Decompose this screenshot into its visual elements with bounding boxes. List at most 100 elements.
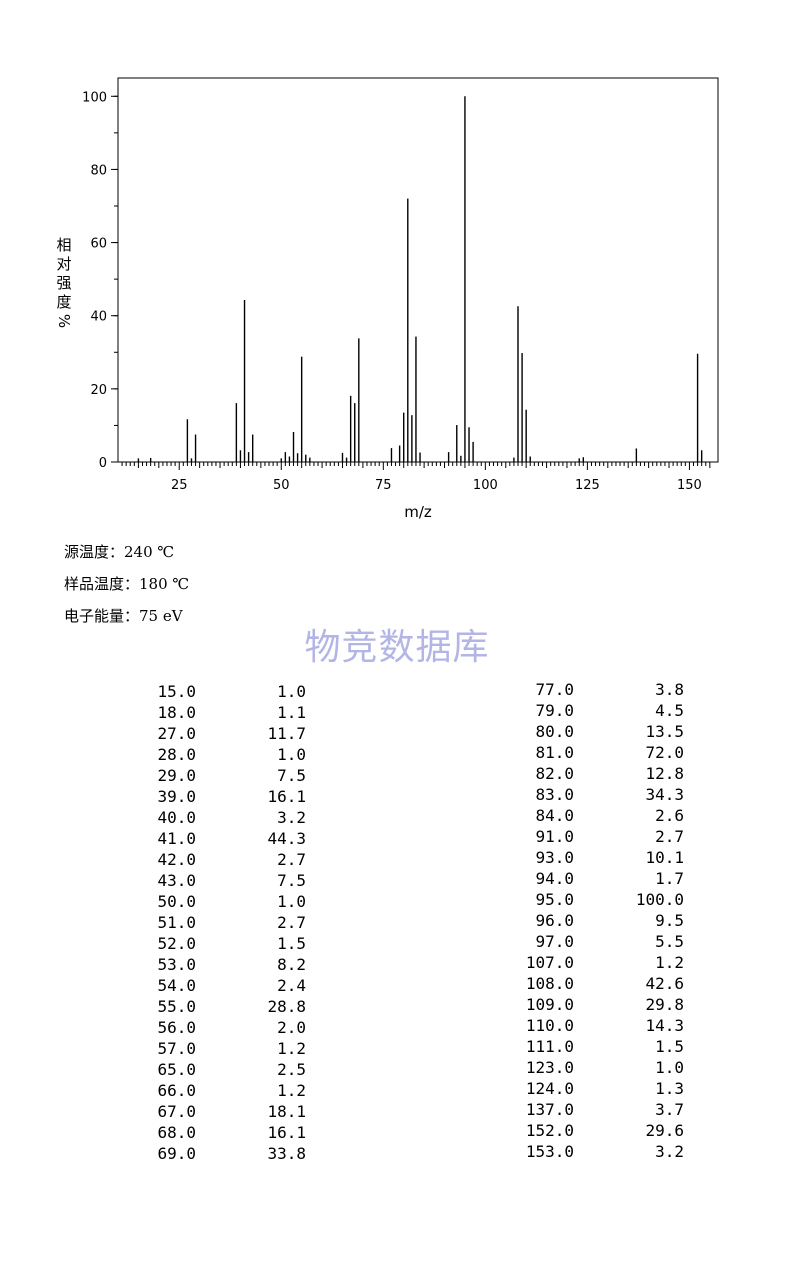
peak-mz: 95.0 [535, 890, 574, 909]
peak-intensity: 1.1 [277, 703, 306, 722]
peak-mz: 27.0 [157, 724, 196, 743]
peak-mz: 109.0 [525, 995, 574, 1014]
peak-intensity: 2.7 [655, 827, 684, 846]
peak-intensity: 2.7 [277, 913, 306, 932]
y-axis: 0 20 40 60 80 100 [82, 90, 118, 471]
peak-mz: 54.0 [157, 976, 196, 995]
peak-intensity: 3.2 [277, 808, 306, 827]
peak-mz: 91.0 [535, 827, 574, 846]
peak-intensity: 16.1 [267, 787, 306, 806]
peak-row: 29.0 7.5 [114, 765, 306, 786]
peak-row: 82.0 12.8 [492, 763, 684, 784]
peak-row: 50.0 1.0 [114, 891, 306, 912]
peak-row: 41.0 44.3 [114, 828, 306, 849]
peak-mz: 137.0 [525, 1100, 574, 1119]
peak-mz: 96.0 [535, 911, 574, 930]
peak-row: 109.0 29.8 [492, 994, 684, 1015]
peak-intensity: 42.6 [645, 974, 684, 993]
y-axis-label-char: 对 [56, 255, 71, 273]
peak-intensity: 5.5 [655, 932, 684, 951]
peak-row: 65.0 2.5 [114, 1059, 306, 1080]
x-axis-label: m/z [404, 503, 432, 521]
peak-mz: 28.0 [157, 745, 196, 764]
peak-row: 55.0 28.8 [114, 996, 306, 1017]
y-axis-label-char: % [55, 314, 73, 328]
peak-intensity: 29.8 [645, 995, 684, 1014]
peak-mz: 41.0 [157, 829, 196, 848]
peak-mz: 93.0 [535, 848, 574, 867]
electron-energy: 电子能量：75 eV [64, 607, 183, 625]
x-axis: 25 50 75 100 125 150 [121, 462, 711, 493]
peak-row: 57.0 1.2 [114, 1038, 306, 1059]
peak-mz: 52.0 [157, 934, 196, 953]
peak-row: 124.0 1.3 [492, 1078, 684, 1099]
peak-intensity: 1.2 [277, 1081, 306, 1100]
peak-mz: 153.0 [525, 1142, 574, 1161]
peak-row: 15.0 1.0 [114, 681, 306, 702]
peak-intensity: 9.5 [655, 911, 684, 930]
peak-table-right: 77.0 3.8 79.0 4.5 80.0 13.5 81.0 72.0 82.0 12.8 83… [492, 679, 684, 1162]
peak-intensity: 2.4 [277, 976, 306, 995]
peak-mz: 67.0 [157, 1102, 196, 1121]
peak-intensity: 72.0 [645, 743, 684, 762]
peak-row: 97.0 5.5 [492, 931, 684, 952]
peak-mz: 81.0 [535, 743, 574, 762]
peak-intensity: 1.0 [277, 682, 306, 701]
peak-intensity: 3.2 [655, 1142, 684, 1161]
peak-mz: 15.0 [157, 682, 196, 701]
watermark-text: 物竞数据库 [304, 627, 490, 668]
peak-mz: 110.0 [525, 1016, 574, 1035]
peak-intensity: 4.5 [655, 701, 684, 720]
peak-intensity: 1.0 [277, 745, 306, 764]
y-tick-label: 40 [90, 310, 107, 325]
peak-mz: 84.0 [535, 806, 574, 825]
peak-row: 51.0 2.7 [114, 912, 306, 933]
peak-mz: 50.0 [157, 892, 196, 911]
peak-mz: 40.0 [157, 808, 196, 827]
peak-intensity: 2.0 [277, 1018, 306, 1037]
peak-mz: 69.0 [157, 1144, 196, 1163]
peak-intensity: 1.3 [655, 1079, 684, 1098]
peak-mz: 43.0 [157, 871, 196, 890]
x-tick-label: 125 [575, 478, 600, 493]
plot-frame [117, 77, 719, 463]
peak-mz: 66.0 [157, 1081, 196, 1100]
y-tick-label: 60 [90, 237, 107, 252]
peak-intensity: 1.2 [277, 1039, 306, 1058]
peak-intensity: 12.8 [645, 764, 684, 783]
peak-row: 83.0 34.3 [492, 784, 684, 805]
peak-row: 42.0 2.7 [114, 849, 306, 870]
peak-mz: 83.0 [535, 785, 574, 804]
peak-mz: 68.0 [157, 1123, 196, 1142]
peak-intensity: 44.3 [267, 829, 306, 848]
y-axis-label-char: 相 [56, 236, 71, 254]
peak-mz: 123.0 [525, 1058, 574, 1077]
y-tick-label: 20 [90, 383, 107, 398]
peak-row: 79.0 4.5 [492, 700, 684, 721]
peak-intensity: 2.5 [277, 1060, 306, 1079]
peak-intensity: 14.3 [645, 1016, 684, 1035]
peak-row: 84.0 2.6 [492, 805, 684, 826]
peak-mz: 53.0 [157, 955, 196, 974]
peak-intensity: 8.2 [277, 955, 306, 974]
x-tick-label: 25 [171, 478, 188, 493]
peak-row: 40.0 3.2 [114, 807, 306, 828]
peak-mz: 124.0 [525, 1079, 574, 1098]
peak-intensity: 28.8 [267, 997, 306, 1016]
peak-row: 93.0 10.1 [492, 847, 684, 868]
x-tick-label: 50 [273, 478, 290, 493]
peak-row: 69.0 33.8 [114, 1143, 306, 1164]
peak-mz: 42.0 [157, 850, 196, 869]
peak-row: 81.0 72.0 [492, 742, 684, 763]
peak-intensity: 3.7 [655, 1100, 684, 1119]
x-tick-label: 100 [473, 478, 498, 493]
peak-intensity: 34.3 [645, 785, 684, 804]
peak-mz: 111.0 [525, 1037, 574, 1056]
y-tick-label: 0 [99, 456, 107, 471]
peak-intensity: 10.1 [645, 848, 684, 867]
y-axis-label-char: 强 [56, 274, 71, 292]
peak-bars [137, 96, 703, 462]
peak-mz: 51.0 [157, 913, 196, 932]
peak-intensity: 2.7 [277, 850, 306, 869]
